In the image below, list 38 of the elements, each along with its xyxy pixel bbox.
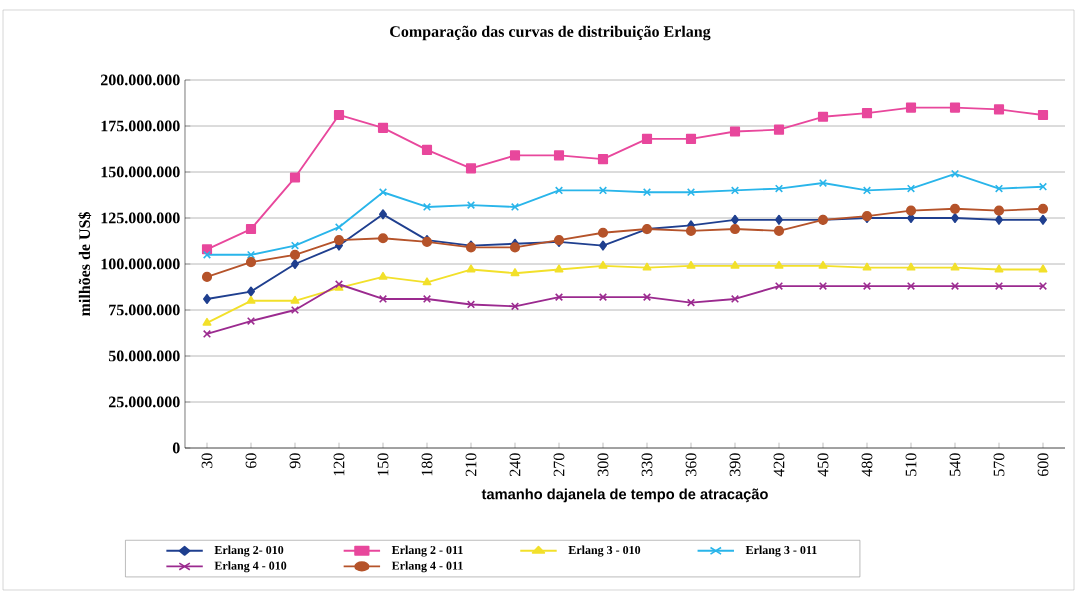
x-tick-label: 360 bbox=[685, 453, 697, 476]
legend-label: Erlang 4 - 010 bbox=[214, 561, 287, 573]
x-tick-label: 150 bbox=[377, 453, 389, 476]
legend-label: Erlang 2 - 011 bbox=[391, 545, 463, 557]
y-tick-label: 0 bbox=[172, 442, 180, 454]
y-axis-title: milhões de US$ bbox=[78, 212, 92, 317]
y-tick-label: 175.000.000 bbox=[101, 120, 180, 132]
legend-label: Erlang 3 - 010 bbox=[568, 545, 641, 557]
y-tick-label: 50.000.000 bbox=[108, 350, 180, 362]
x-tick-label: 480 bbox=[861, 453, 873, 477]
y-tick-label: 25.000.000 bbox=[108, 396, 180, 408]
x-tick-label: 450 bbox=[817, 453, 829, 477]
x-tick-label: 180 bbox=[421, 453, 433, 476]
y-tick-label: 100.000.000 bbox=[101, 258, 180, 270]
y-tick-label: 150.000.000 bbox=[101, 166, 180, 178]
x-tick-label: 120 bbox=[333, 453, 345, 476]
x-tick-label: 330 bbox=[641, 453, 653, 476]
x-tick-label: 510 bbox=[905, 453, 917, 476]
x-tick-label: 570 bbox=[993, 453, 1005, 476]
x-tick-label: 60 bbox=[245, 453, 257, 469]
x-tick-label: 30 bbox=[201, 453, 213, 468]
legend-label: Erlang 2- 010 bbox=[214, 545, 284, 557]
x-tick-label: 600 bbox=[1037, 453, 1049, 477]
x-tick-label: 210 bbox=[465, 453, 477, 476]
x-axis-title: tamanho dajanela de tempo de atracação bbox=[481, 488, 768, 503]
x-tick-label: 390 bbox=[729, 453, 741, 476]
x-tick-label: 540 bbox=[949, 453, 961, 476]
chart-title: Comparação das curvas de distribuição Erlang bbox=[390, 25, 711, 41]
y-tick-label: 125.000.000 bbox=[101, 212, 180, 224]
x-tick-label: 300 bbox=[597, 453, 609, 476]
legend-label: Erlang 4 - 011 bbox=[391, 561, 463, 573]
x-tick-label: 270 bbox=[553, 453, 565, 476]
x-tick-label: 90 bbox=[289, 453, 301, 469]
x-tick-label: 420 bbox=[773, 453, 785, 477]
x-tick-label: 240 bbox=[509, 453, 521, 476]
y-tick-label: 200.000.000 bbox=[100, 74, 180, 86]
legend-label: Erlang 3 - 011 bbox=[745, 545, 817, 557]
y-tick-label: 75.000.000 bbox=[109, 304, 180, 316]
